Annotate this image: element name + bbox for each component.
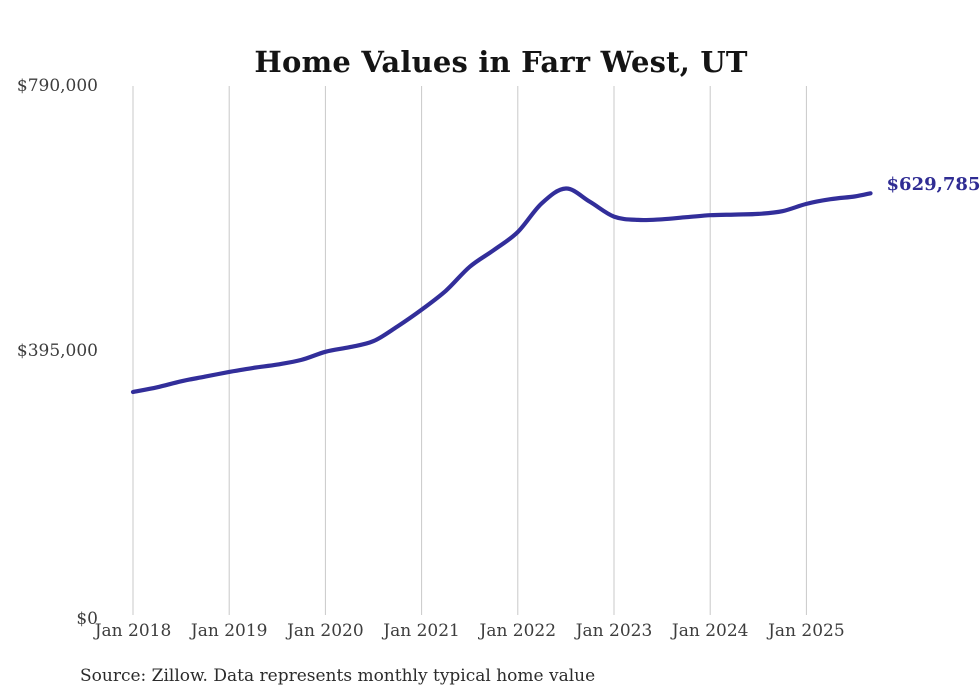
x-tick-label-2022: Jan 2022 (479, 621, 557, 641)
x-tick-label-2018: Jan 2018 (94, 621, 172, 641)
x-tick-label-2020: Jan 2020 (287, 621, 364, 641)
x-tick-label-2025: Jan 2025 (768, 621, 845, 641)
x-tick-label-2023: Jan 2023 (575, 621, 653, 641)
source-note: Source: Zillow. Data represents monthly … (80, 666, 596, 686)
y-tick-label-1: $395,000 (16, 340, 98, 361)
x-tick-label-2021: Jan 2021 (383, 621, 460, 641)
x-tick-label-2019: Jan 2019 (190, 621, 268, 641)
y-tick-label-2: $0 (76, 609, 98, 629)
y-tick-label-0: $790,000 (16, 76, 98, 96)
chart-title: Home Values in Farr West, UT (254, 45, 748, 80)
home-value-line (130, 186, 873, 395)
x-tick-label-2024: Jan 2024 (671, 621, 749, 641)
gridlines (132, 86, 807, 615)
end-value-label: $629,785 (886, 174, 980, 196)
